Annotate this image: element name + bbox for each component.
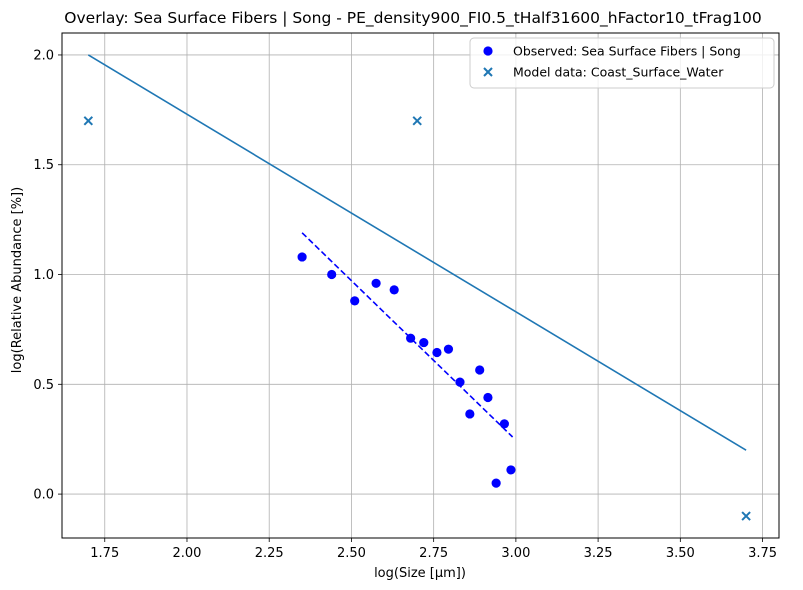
x-tick-label: 3.50 (666, 546, 695, 561)
observed-point (455, 377, 465, 387)
observed-point (465, 409, 475, 419)
observed-point (406, 333, 416, 343)
x-axis-label: log(Size [μm]) (374, 566, 466, 581)
observed-point (419, 337, 429, 348)
model-point-stroke (741, 511, 751, 521)
legend-marker-stroke (483, 67, 493, 77)
observed-point (506, 465, 516, 475)
observed-point (499, 419, 509, 429)
observed-point (297, 252, 307, 262)
legend-label: Model data: Coast_Surface_Water (513, 65, 724, 80)
observed-point (432, 347, 442, 358)
legend-marker-observed (483, 46, 493, 56)
y-tick-label: 2.0 (33, 48, 54, 63)
observed-point (389, 285, 399, 295)
legend-marker-model (483, 67, 493, 77)
model-point-stroke (83, 116, 94, 126)
grid (62, 33, 779, 538)
plot-frame (61, 32, 780, 539)
observed-point (327, 269, 337, 280)
x-tick-label: 3.00 (501, 546, 530, 561)
plot-area (83, 54, 751, 521)
observed-point (371, 278, 381, 288)
x-tick-label: 2.50 (337, 546, 366, 561)
y-tick-label: 1.5 (33, 158, 54, 173)
observed-point (350, 296, 360, 306)
x-tick-label: 2.75 (419, 546, 448, 561)
legend-label: Observed: Sea Surface Fibers | Song (513, 44, 741, 59)
x-tick-label: 3.75 (748, 546, 777, 561)
x-tick-label: 2.25 (255, 546, 284, 561)
legend-box (469, 37, 775, 89)
x-tick-label: 2.00 (173, 546, 202, 561)
legend: Observed: Sea Surface Fibers | Song Model… (469, 37, 775, 89)
x-tick-label: 3.25 (584, 546, 613, 561)
model-line (87, 54, 747, 451)
observed-point (475, 365, 485, 375)
observed-point (491, 478, 501, 488)
model-point-stroke (412, 116, 422, 126)
x-tick-label: 1.75 (90, 546, 119, 561)
observed-point (483, 392, 493, 403)
model-point (412, 116, 422, 126)
y-tick-label: 1.0 (33, 268, 54, 283)
fit-line (301, 232, 514, 438)
chart-title: Overlay: Sea Surface Fibers | Song - PE_… (64, 9, 761, 28)
observed-point (443, 344, 454, 354)
model-point (741, 511, 751, 521)
y-tick-label: 0.5 (33, 378, 54, 393)
model-point (83, 116, 94, 126)
axis-ticks: 1.75 2.00 2.25 2.50 2.75 3.00 3.25 3.50 3.75 0.0 0… (33, 48, 777, 561)
y-axis-label: log(Relative Abundance [%]) (10, 187, 25, 373)
y-tick-label: 0.0 (33, 488, 54, 503)
